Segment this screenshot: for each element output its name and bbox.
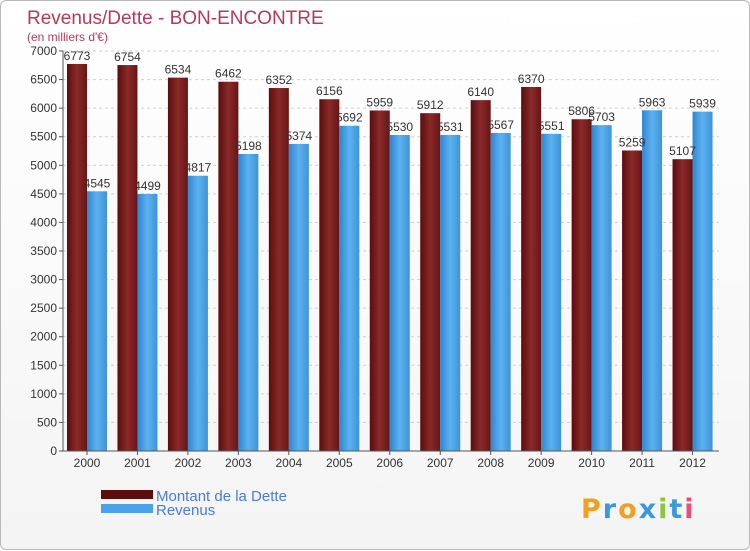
bar-debt bbox=[319, 99, 340, 451]
y-tick-label: 6000 bbox=[30, 101, 57, 115]
bar-debt bbox=[117, 65, 138, 452]
x-tick-label: 2007 bbox=[427, 456, 454, 470]
bar-debt bbox=[420, 113, 441, 452]
y-tick-label: 1000 bbox=[30, 387, 57, 401]
y-tick-label: 7000 bbox=[30, 44, 57, 58]
y-tick-label: 3500 bbox=[30, 244, 57, 258]
data-label: 5374 bbox=[285, 129, 312, 143]
y-tick-label: 1500 bbox=[30, 358, 57, 372]
data-label: 5963 bbox=[639, 95, 666, 109]
bar-revenue bbox=[541, 133, 562, 452]
data-label: 4499 bbox=[134, 179, 161, 193]
y-axis: 0 500 1000 1500 2000 2500 3000 3500 4000 4500 5000… bbox=[30, 44, 64, 458]
data-label: 5259 bbox=[619, 135, 646, 149]
y-tick-label: 2500 bbox=[30, 301, 57, 315]
bar-debt bbox=[571, 119, 592, 451]
bar-revenue bbox=[238, 153, 259, 451]
x-tick-label: 2012 bbox=[679, 456, 706, 470]
data-label: 5959 bbox=[366, 95, 393, 109]
proxiti-logo: Proxiti bbox=[581, 494, 696, 525]
bar-debt bbox=[67, 63, 87, 451]
data-label: 5567 bbox=[487, 118, 514, 132]
bar-debt bbox=[521, 87, 542, 451]
logo-text: Proxiti bbox=[581, 494, 696, 525]
data-label: 5107 bbox=[669, 144, 696, 158]
bar-debt bbox=[470, 100, 491, 452]
data-labels: 6773 4545 6754 4499 6534 4817 6462 5198 6352 5374… bbox=[64, 49, 717, 193]
x-tick-label: 2003 bbox=[225, 456, 252, 470]
x-tick-label: 2008 bbox=[477, 456, 504, 470]
data-label: 6462 bbox=[215, 67, 242, 81]
bar-debt bbox=[622, 150, 643, 451]
bar-revenue bbox=[87, 191, 107, 452]
x-tick-label: 2005 bbox=[326, 456, 353, 470]
data-label: 5692 bbox=[336, 111, 363, 125]
bar-revenue bbox=[642, 110, 663, 451]
x-tick-label: 2002 bbox=[175, 456, 202, 470]
bar-debt bbox=[672, 159, 693, 451]
bar-revenue bbox=[591, 125, 612, 451]
legend-label-revenue: Revenus bbox=[156, 502, 215, 519]
data-label: 5198 bbox=[235, 139, 262, 153]
data-label: 6352 bbox=[265, 73, 292, 87]
data-label: 5531 bbox=[437, 120, 464, 134]
legend-swatch-debt bbox=[101, 490, 153, 499]
bar-revenue bbox=[440, 134, 461, 451]
legend-label-debt: Montant de la Dette bbox=[156, 488, 287, 505]
bars-group bbox=[67, 63, 713, 452]
bar-debt bbox=[167, 77, 188, 451]
data-label: 4817 bbox=[185, 161, 212, 175]
bar-revenue bbox=[288, 143, 309, 451]
data-label: 6534 bbox=[165, 63, 192, 77]
x-tick-label: 2010 bbox=[578, 456, 605, 470]
data-label: 5551 bbox=[538, 119, 565, 133]
bar-debt bbox=[218, 81, 239, 451]
data-label: 6156 bbox=[316, 84, 343, 98]
bar-revenue bbox=[389, 135, 410, 451]
y-tick-label: 2000 bbox=[30, 330, 57, 344]
y-tick-label: 4000 bbox=[30, 215, 57, 229]
bar-debt bbox=[268, 88, 289, 452]
data-label: 6754 bbox=[114, 50, 141, 64]
data-label: 5530 bbox=[386, 120, 413, 134]
y-tick-label: 3000 bbox=[30, 273, 57, 287]
x-tick-label: 2001 bbox=[124, 456, 151, 470]
x-tick-label: 2006 bbox=[376, 456, 403, 470]
y-tick-label: 4500 bbox=[30, 187, 57, 201]
data-label: 6370 bbox=[518, 72, 545, 86]
chart-title: Revenus/Dette - BON-ENCONTRE bbox=[27, 8, 324, 29]
bar-revenue bbox=[490, 132, 511, 451]
data-label: 5703 bbox=[588, 110, 615, 124]
y-tick-label: 5000 bbox=[30, 158, 57, 172]
x-axis: 2000 2001 2002 2003 2004 2005 2006 2007 2008 2009… bbox=[63, 450, 719, 470]
chart-subtitle: (en milliers d'€) bbox=[27, 30, 108, 44]
x-tick-label: 2011 bbox=[629, 456, 655, 470]
legend-swatch-revenue bbox=[101, 504, 153, 513]
bar-debt bbox=[369, 110, 390, 451]
x-tick-label: 2004 bbox=[275, 456, 302, 470]
data-label: 6140 bbox=[467, 85, 494, 99]
bar-revenue bbox=[692, 111, 713, 451]
y-tick-label: 0 bbox=[50, 444, 57, 458]
data-label: 4545 bbox=[84, 176, 111, 190]
legend: Montant de la Dette Revenus bbox=[101, 488, 287, 519]
data-label: 5939 bbox=[689, 97, 716, 111]
bar-revenue bbox=[339, 125, 360, 451]
y-tick-label: 5500 bbox=[30, 130, 57, 144]
x-tick-label: 2000 bbox=[74, 456, 101, 470]
y-tick-label: 6500 bbox=[30, 73, 57, 87]
data-label: 6773 bbox=[64, 49, 91, 63]
y-tick-label: 500 bbox=[37, 415, 57, 429]
data-label: 5912 bbox=[417, 98, 444, 112]
data-label: 5806 bbox=[568, 104, 595, 118]
x-tick-label: 2009 bbox=[528, 456, 555, 470]
bar-revenue bbox=[187, 175, 208, 451]
bar-revenue bbox=[137, 193, 158, 451]
